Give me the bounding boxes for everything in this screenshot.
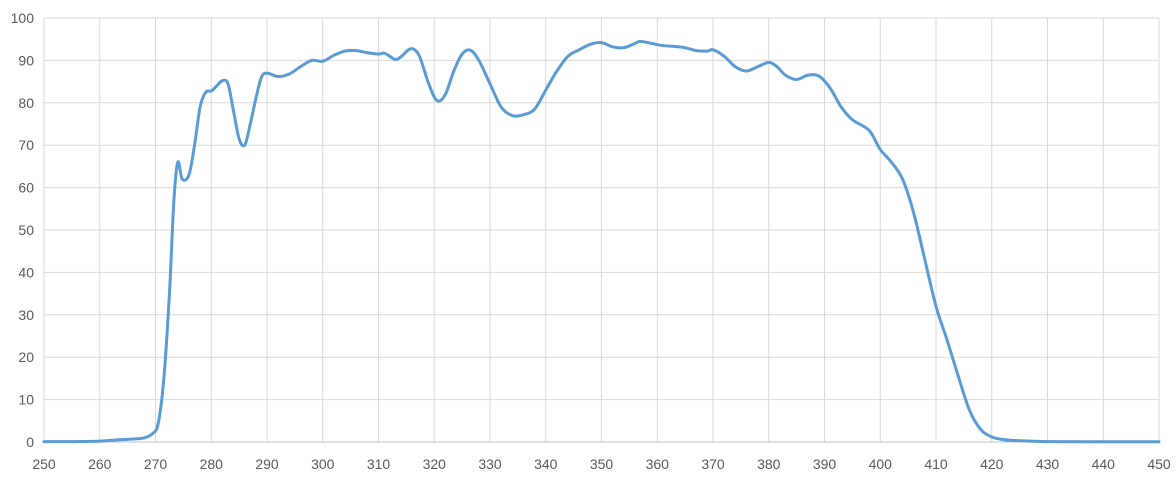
x-tick-label: 380 [757, 456, 781, 472]
x-tick-label: 300 [311, 456, 335, 472]
y-tick-label: 100 [11, 10, 35, 26]
x-tick-label: 360 [646, 456, 670, 472]
x-tick-label: 290 [255, 456, 279, 472]
x-tick-label: 370 [701, 456, 725, 472]
x-tick-label: 340 [534, 456, 558, 472]
y-tick-label: 60 [18, 180, 34, 196]
y-tick-label: 70 [18, 137, 34, 153]
y-tick-label: 40 [18, 264, 34, 280]
y-tick-label: 0 [26, 434, 34, 450]
x-tick-label: 320 [423, 456, 447, 472]
series-layer [42, 39, 1161, 444]
y-tick-label: 50 [18, 222, 34, 238]
series-line-1 [42, 39, 1161, 444]
tick-labels: 0 10 20 30 40 50 60 70 80 90 100 250 260 270 280 290 300… [11, 10, 1171, 472]
x-tick-label: 440 [1092, 456, 1116, 472]
y-tick-label: 30 [18, 307, 34, 323]
x-tick-label: 330 [478, 456, 502, 472]
y-tick-label: 10 [18, 392, 34, 408]
x-tick-label: 250 [32, 456, 56, 472]
x-tick-label: 390 [813, 456, 837, 472]
x-tick-label: 350 [590, 456, 614, 472]
x-tick-label: 280 [200, 456, 224, 472]
gridlines [43, 17, 1160, 442]
x-tick-label: 420 [980, 456, 1004, 472]
x-tick-label: 410 [924, 456, 948, 472]
y-tick-label: 20 [18, 349, 34, 365]
x-tick-label: 450 [1147, 456, 1171, 472]
y-tick-label: 80 [18, 95, 34, 111]
x-tick-label: 400 [869, 456, 893, 472]
x-tick-label: 310 [367, 456, 391, 472]
x-tick-label: 260 [88, 456, 112, 472]
x-tick-label: 270 [144, 456, 168, 472]
x-tick-label: 430 [1036, 456, 1060, 472]
y-tick-label: 90 [18, 52, 34, 68]
